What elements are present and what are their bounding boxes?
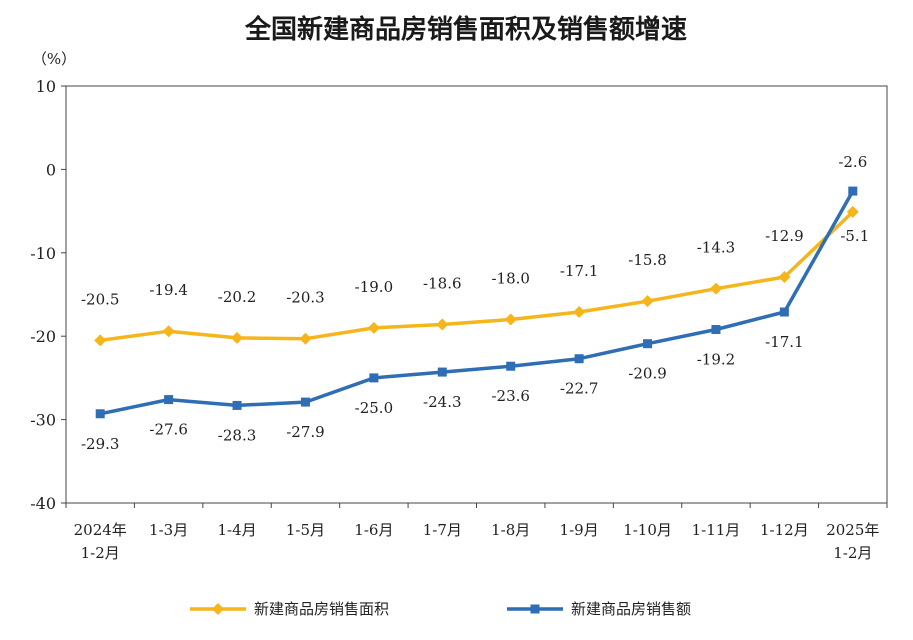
legend: 新建商品房销售面积 新建商品房销售额 (190, 600, 691, 618)
data-label: -5.1 (840, 227, 869, 245)
data-label: -20.3 (286, 289, 324, 307)
data-label: -2.6 (838, 153, 867, 171)
x-tick-label: 2024年 (74, 521, 127, 539)
series-0-point (367, 321, 380, 334)
y-tick-label: -20 (30, 327, 56, 346)
y-tick-label: -30 (30, 411, 56, 430)
y-tick-label: 10 (36, 77, 56, 96)
legend-swatch-marker (530, 604, 540, 614)
data-label: -28.3 (218, 426, 256, 444)
series-1-point (369, 373, 379, 383)
series-layer (94, 186, 859, 419)
series-1-point (232, 400, 242, 410)
series-0-point (846, 205, 859, 218)
data-label: -20.5 (81, 290, 119, 308)
data-label: -23.6 (491, 387, 529, 405)
series-line-1 (98, 189, 855, 416)
data-label: -29.3 (81, 435, 119, 453)
series-0-point (504, 313, 517, 326)
x-tick-label: 1-7月 (423, 521, 462, 539)
x-tick-label: 1-5月 (286, 521, 325, 539)
legend-label: 新建商品房销售面积 (254, 600, 389, 618)
series-1-point (574, 354, 584, 364)
data-label: -20.9 (628, 365, 666, 383)
series-0-point (709, 282, 722, 295)
x-tick-label: 1-10月 (623, 521, 672, 539)
x-tick-label: 1-3月 (149, 521, 188, 539)
x-tick-label: 1-6月 (354, 521, 393, 539)
x-axis: 2024年 1-2月 1-3月 1-4月 1-5月 1-6月 1-7月 1-8月 1-9月 1-1… (65, 503, 888, 562)
y-tick-label: -40 (30, 494, 56, 513)
series-1-point (506, 361, 516, 371)
y-tick-label: -10 (30, 244, 56, 263)
data-label: -27.6 (149, 421, 187, 439)
legend-label: 新建商品房销售额 (571, 600, 691, 618)
series-0-point (299, 332, 312, 345)
data-label: -19.0 (355, 278, 393, 296)
data-label: -27.9 (286, 423, 324, 441)
chart-title: 全国新建商品房销售面积及销售额增速 (244, 14, 687, 45)
y-tick-label: 0 (46, 160, 56, 179)
series-1-point (643, 339, 653, 349)
series-1-point (95, 409, 105, 419)
y-axis-unit: （%） (32, 50, 76, 68)
series-1-point (711, 325, 721, 335)
legend-swatch-marker (212, 603, 224, 615)
data-label: -15.8 (628, 251, 666, 269)
x-tick-label: 1-2月 (81, 544, 120, 562)
data-label: -25.0 (355, 399, 393, 417)
data-label: -18.6 (423, 275, 461, 293)
data-label: -19.4 (149, 281, 187, 299)
data-label: -12.9 (765, 227, 803, 245)
x-tick-label: 1-8月 (491, 521, 530, 539)
x-tick-label: 1-2月 (833, 544, 872, 562)
data-label: -22.7 (560, 380, 598, 398)
series-line-0 (98, 210, 855, 343)
x-tick-label: 2025年 (826, 521, 879, 539)
data-label: -17.1 (560, 262, 598, 280)
y-axis: 10 0 -10 -20 -30 -40 (30, 77, 66, 513)
data-label: -20.2 (218, 288, 256, 306)
series-1-point (437, 367, 447, 377)
data-labels: -20.5 -19.4 -20.2 -20.3 -19.0 -18.6 -18.0 -17.1… (81, 153, 869, 453)
series-1-point (164, 395, 174, 405)
data-label: -14.3 (697, 239, 735, 257)
x-tick-label: 1-11月 (692, 521, 741, 539)
series-0-point (94, 334, 107, 347)
series-1-point (779, 307, 789, 317)
data-label: -24.3 (423, 393, 461, 411)
series-0-point (436, 318, 449, 331)
x-tick-label: 1-12月 (760, 521, 809, 539)
series-1-point (300, 397, 310, 407)
plot-area (65, 85, 888, 504)
series-0-point (641, 295, 654, 308)
series-0-point (573, 306, 586, 319)
data-label: -18.0 (491, 270, 529, 288)
data-label: -17.1 (765, 333, 803, 351)
series-0-point (231, 331, 244, 344)
data-label: -19.2 (697, 351, 735, 369)
x-tick-label: 1-9月 (560, 521, 599, 539)
x-tick-label: 1-4月 (217, 521, 256, 539)
series-0-point (162, 325, 175, 338)
series-0-point (778, 270, 791, 283)
series-1-point (848, 186, 858, 196)
